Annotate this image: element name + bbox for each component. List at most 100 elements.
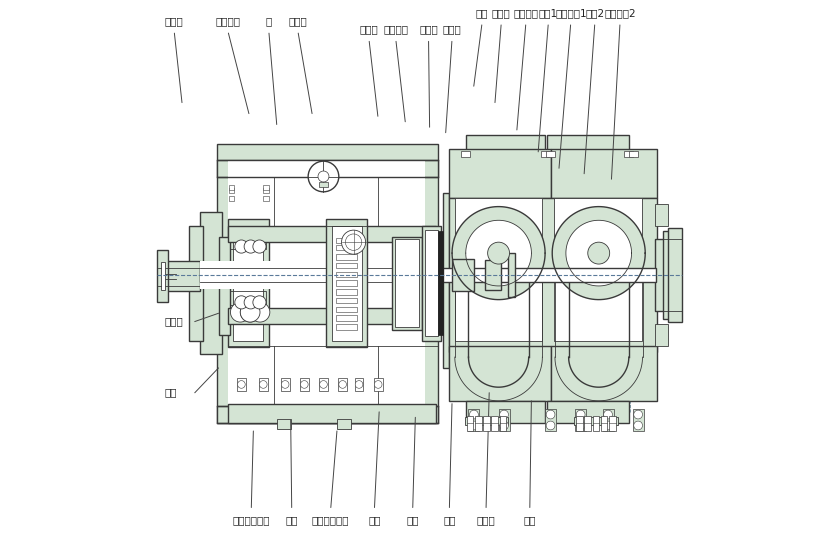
Circle shape — [355, 381, 363, 388]
Bar — [395, 239, 419, 327]
Circle shape — [604, 410, 612, 419]
Bar — [201, 212, 222, 354]
Bar — [500, 416, 506, 431]
Text: 出水泵体2: 出水泵体2 — [604, 8, 636, 18]
Bar — [449, 346, 551, 401]
Text: 油封: 油封 — [368, 515, 381, 525]
Bar — [300, 378, 309, 391]
Bar — [551, 149, 657, 199]
Bar — [475, 416, 481, 431]
Circle shape — [588, 242, 610, 264]
Bar — [336, 307, 357, 312]
Text: 出水泵体1: 出水泵体1 — [555, 8, 586, 18]
Text: 角接触球轴承: 角接触球轴承 — [232, 515, 270, 525]
Text: 进水泵体: 进水泵体 — [513, 8, 538, 18]
Circle shape — [470, 421, 478, 430]
Circle shape — [500, 410, 508, 419]
Bar — [466, 135, 545, 155]
Circle shape — [634, 410, 642, 419]
Bar — [624, 151, 632, 157]
Bar — [485, 260, 501, 290]
Bar — [455, 199, 542, 340]
Bar — [336, 316, 357, 321]
Bar — [217, 144, 438, 423]
Text: 叶轮2: 叶轮2 — [586, 8, 605, 18]
Text: 密封腔: 密封腔 — [442, 24, 461, 34]
Text: 托架: 托架 — [407, 515, 419, 525]
Circle shape — [259, 381, 267, 388]
Bar — [263, 196, 269, 201]
Circle shape — [250, 302, 270, 322]
Bar — [461, 151, 470, 157]
Bar — [338, 378, 347, 391]
Bar — [227, 308, 436, 324]
Bar — [443, 268, 656, 282]
Circle shape — [320, 381, 327, 388]
Bar — [422, 226, 441, 340]
Circle shape — [604, 421, 612, 430]
Bar — [655, 239, 679, 311]
Bar — [327, 219, 367, 347]
Bar — [217, 160, 438, 177]
Bar — [336, 263, 357, 268]
Bar — [452, 258, 474, 292]
Bar — [189, 226, 203, 340]
Bar — [465, 417, 508, 426]
Text: 圆螺母: 圆螺母 — [165, 316, 183, 327]
Bar — [655, 324, 668, 346]
Text: 轴承体: 轴承体 — [360, 24, 378, 34]
Bar — [227, 404, 436, 423]
Text: 轴承前盖: 轴承前盖 — [383, 24, 408, 34]
Bar — [237, 378, 246, 391]
Text: 轴: 轴 — [266, 16, 272, 26]
Bar — [217, 406, 438, 423]
Bar — [355, 378, 363, 391]
Bar — [632, 409, 644, 431]
Text: 盖板: 盖板 — [476, 8, 488, 18]
Bar — [438, 231, 443, 335]
Text: 轴套: 轴套 — [443, 515, 456, 525]
Circle shape — [237, 381, 245, 388]
Circle shape — [546, 421, 555, 430]
Bar — [201, 268, 461, 282]
Circle shape — [235, 240, 248, 253]
Bar — [229, 188, 234, 194]
Circle shape — [231, 302, 250, 322]
Bar — [668, 228, 682, 322]
Bar — [449, 149, 551, 199]
Circle shape — [244, 240, 257, 253]
Circle shape — [240, 302, 260, 322]
Bar — [336, 289, 357, 295]
Bar — [392, 236, 422, 329]
Bar — [336, 238, 357, 243]
Circle shape — [374, 381, 382, 388]
Bar — [508, 253, 515, 297]
Bar — [229, 185, 234, 190]
Bar — [281, 378, 290, 391]
Circle shape — [546, 410, 555, 419]
Bar — [491, 416, 498, 431]
Bar — [332, 226, 362, 340]
Bar — [336, 272, 357, 277]
Bar — [263, 188, 269, 194]
Bar — [576, 416, 583, 431]
Bar — [449, 199, 657, 351]
Bar — [319, 182, 328, 188]
Circle shape — [566, 221, 631, 286]
Circle shape — [552, 207, 646, 300]
Bar — [555, 199, 642, 340]
Text: 护板: 护板 — [523, 515, 536, 525]
Bar — [165, 261, 201, 292]
Text: 叶轮1: 叶轮1 — [539, 8, 558, 18]
Bar — [337, 420, 351, 430]
Bar — [545, 409, 556, 431]
Bar — [551, 346, 657, 401]
Circle shape — [253, 296, 266, 309]
Circle shape — [339, 381, 347, 388]
Bar — [630, 151, 638, 157]
Circle shape — [346, 234, 362, 250]
Circle shape — [244, 296, 257, 309]
Bar — [336, 298, 357, 304]
Bar — [227, 219, 269, 347]
Bar — [601, 416, 607, 431]
